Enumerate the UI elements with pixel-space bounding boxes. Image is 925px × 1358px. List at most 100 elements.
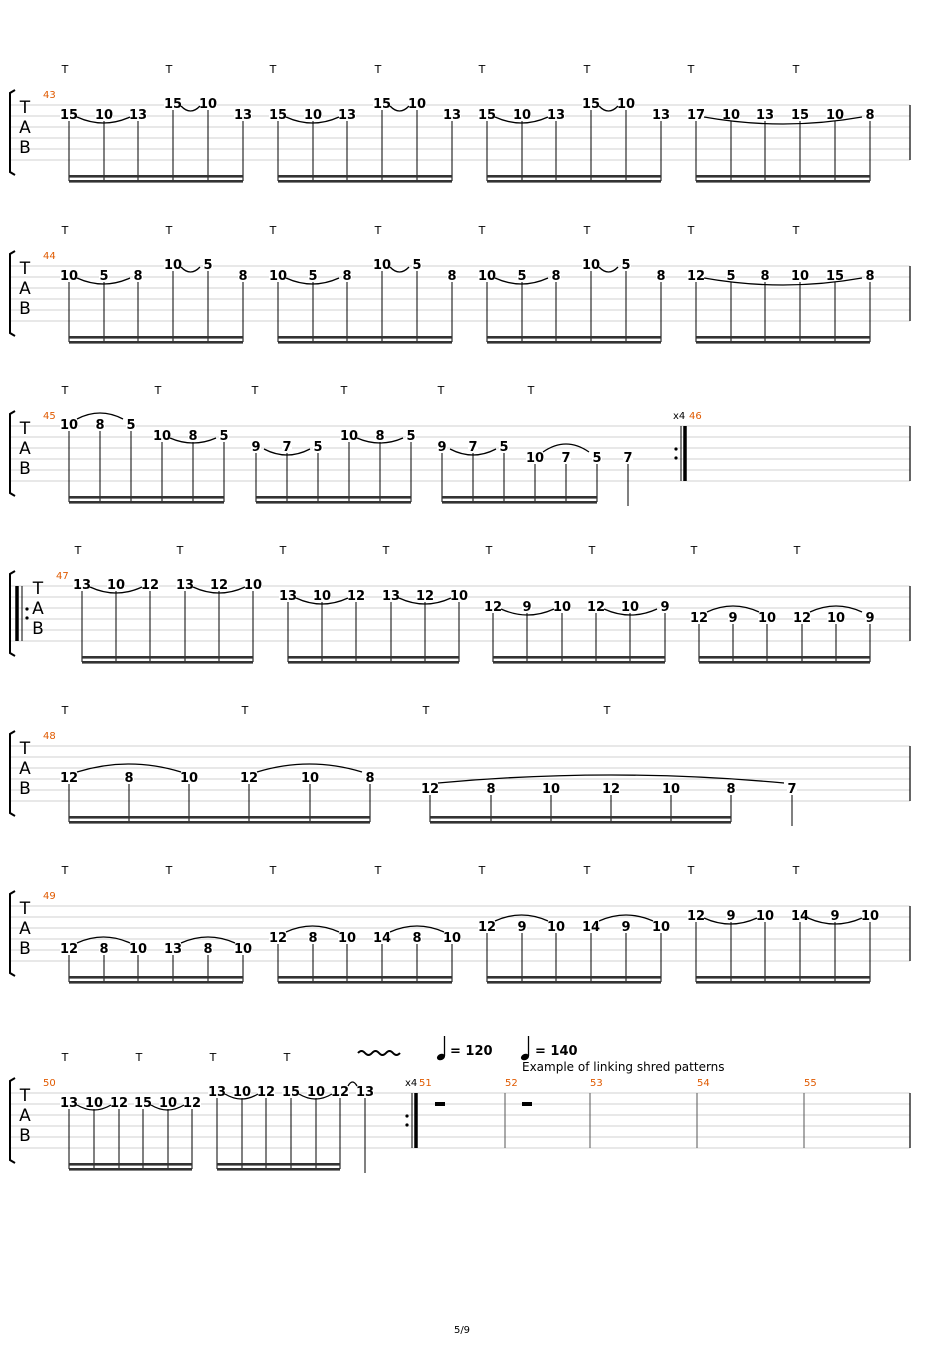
slur-arc xyxy=(76,936,131,944)
slur-arc xyxy=(76,763,182,773)
system-bracket xyxy=(9,250,16,337)
fret-number-bg xyxy=(547,107,565,120)
fret-number-bg xyxy=(110,1095,128,1108)
slur-arc xyxy=(389,105,410,112)
fret-number: 8 xyxy=(865,108,874,123)
fret-number: 15 xyxy=(373,97,391,112)
fret-number-bg xyxy=(347,588,365,601)
fret-number: 5 xyxy=(517,269,526,284)
fret-number: 10 xyxy=(826,108,844,123)
fret-number: 12 xyxy=(141,578,159,593)
fret-number: 8 xyxy=(308,931,317,946)
fret-number: 13 xyxy=(279,589,297,604)
fret-number: 8 xyxy=(551,269,560,284)
fret-number-bg xyxy=(437,439,447,452)
fret-number-bg xyxy=(210,577,228,590)
fret-number: 8 xyxy=(760,269,769,284)
fret-number: 10 xyxy=(199,97,217,112)
measure-number: 45 xyxy=(43,411,56,422)
tap-marker: T xyxy=(251,384,259,397)
fret-number: 10 xyxy=(60,418,78,433)
beam-secondary xyxy=(69,341,243,344)
fret-number: 8 xyxy=(365,771,374,786)
fret-number-bg xyxy=(652,107,670,120)
fret-number-bg xyxy=(141,577,159,590)
fret-number: 13 xyxy=(338,108,356,123)
tempo-mark-120: = 120 xyxy=(436,1036,493,1061)
beam-secondary xyxy=(278,981,452,984)
system-bracket xyxy=(9,410,16,497)
fret-number-bg xyxy=(621,599,639,612)
fret-number: 13 xyxy=(382,589,400,604)
fret-number: 8 xyxy=(203,942,212,957)
tab-clef-letter: T xyxy=(19,899,31,919)
fret-number: 9 xyxy=(830,909,839,924)
fret-number-bg xyxy=(728,610,738,623)
fret-number-bg xyxy=(356,1084,374,1097)
slur-arc xyxy=(542,443,590,453)
fret-number-bg xyxy=(279,588,297,601)
tab-clef-letter: T xyxy=(19,259,31,279)
fret-number: 5 xyxy=(219,429,228,444)
fret-number-bg xyxy=(617,96,635,109)
measure-number: 49 xyxy=(43,891,56,902)
slur-arc xyxy=(285,116,340,124)
measure-number: 46 xyxy=(689,411,702,422)
fret-number: 7 xyxy=(561,451,570,466)
beam-secondary xyxy=(696,341,870,344)
fret-number-bg xyxy=(553,599,571,612)
fret-number-bg xyxy=(244,577,262,590)
tap-marker: T xyxy=(422,704,430,717)
fret-number-bg xyxy=(760,268,770,281)
slur-arc xyxy=(76,116,131,124)
slur-arc xyxy=(494,116,549,124)
tab-clef-letter: A xyxy=(19,1106,31,1126)
fret-number-bg xyxy=(234,107,252,120)
tap-marker: T xyxy=(603,704,611,717)
fret-number: 10 xyxy=(129,942,147,957)
beam-secondary xyxy=(430,821,731,824)
fret-number: 8 xyxy=(412,931,421,946)
beam-secondary xyxy=(487,180,661,183)
slur-arc xyxy=(809,605,863,613)
repeat-dot xyxy=(405,1123,409,1127)
fret-number: 10 xyxy=(159,1096,177,1111)
fret-number: 10 xyxy=(304,108,322,123)
fret-number-bg xyxy=(95,107,113,120)
slur-arc xyxy=(703,277,863,286)
fret-number: 10 xyxy=(526,451,544,466)
fret-number-bg xyxy=(830,908,840,921)
fret-number-bg xyxy=(99,268,109,281)
beam-primary xyxy=(69,976,243,979)
fret-number-bg xyxy=(656,268,666,281)
tap-marker: T xyxy=(792,864,800,877)
slur-arc xyxy=(598,266,619,273)
beam-secondary xyxy=(69,1168,192,1171)
fret-number: 13 xyxy=(443,108,461,123)
beam-secondary xyxy=(487,341,661,344)
fret-number-bg xyxy=(756,908,774,921)
fret-number-bg xyxy=(313,588,331,601)
fret-number-bg xyxy=(301,770,319,783)
whole-rest xyxy=(522,1102,532,1106)
fret-number: 12 xyxy=(602,782,620,797)
fret-number: 9 xyxy=(621,920,630,935)
slur-arc xyxy=(389,266,410,273)
beam-secondary xyxy=(442,501,597,504)
measure-number: 52 xyxy=(505,1078,518,1089)
fret-number-bg xyxy=(180,770,198,783)
fret-number-bg xyxy=(551,268,561,281)
fret-number: 12 xyxy=(484,600,502,615)
fret-number: 9 xyxy=(437,440,446,455)
tap-marker: T xyxy=(135,1051,143,1064)
measure-number: 44 xyxy=(43,251,56,262)
fret-number-bg xyxy=(257,1084,275,1097)
fret-number: 5 xyxy=(412,258,421,273)
fret-number-bg xyxy=(338,930,356,943)
fret-number-bg xyxy=(687,908,705,921)
fret-number-bg xyxy=(95,417,105,430)
slur-arc xyxy=(449,448,497,456)
fret-number: 8 xyxy=(375,429,384,444)
